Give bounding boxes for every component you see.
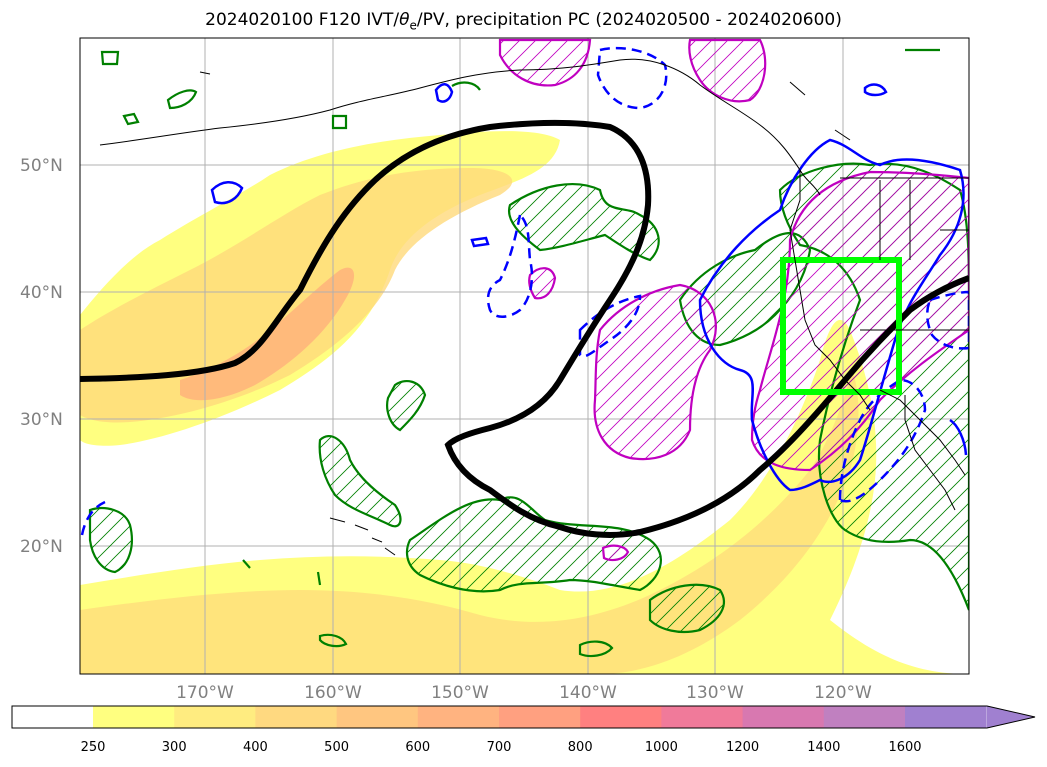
plot-area	[80, 38, 969, 674]
colorbar-segment	[823, 706, 906, 728]
magenta-small-2	[601, 544, 630, 562]
map-title: 2024020100 F120 IVT/θe/PV, precipitation…	[205, 10, 842, 33]
colorbar-tick-label: 500	[324, 740, 349, 755]
colorbar-segment	[93, 706, 175, 728]
pv-contour	[80, 119, 969, 538]
colorbar-tick-label: 1000	[645, 740, 678, 755]
colorbar-under	[12, 706, 93, 728]
colorbar-tick-label: 1600	[888, 740, 921, 755]
magenta-region-northeast	[688, 38, 767, 103]
green-region-se	[648, 583, 726, 634]
blue-dashed-north	[596, 46, 668, 110]
blue-dashed-central	[486, 212, 534, 318]
green-small-contours	[100, 48, 940, 658]
lat-label: 20°N	[20, 537, 63, 557]
colorbar: 250 300 400 500 600 700 800 1000 1200 1400 1600	[11, 705, 1036, 755]
plot-frame	[79, 37, 970, 675]
blue-small-3	[863, 83, 888, 97]
colorbar-outline	[11, 705, 1036, 729]
colorbar-tick-label: 300	[162, 740, 187, 755]
colorbar-tick-label: 1400	[807, 740, 840, 755]
colorbar-segment	[905, 706, 987, 728]
colorbar-segment	[255, 706, 338, 728]
green-region-central	[507, 183, 660, 262]
lon-label: 150°W	[431, 683, 489, 703]
lat-label: 30°N	[20, 410, 63, 430]
colorbar-segment	[742, 706, 825, 728]
coastlines	[99, 58, 969, 556]
magenta-region-north	[498, 38, 592, 87]
colorbar-tick-label: 800	[568, 740, 593, 755]
blue-small-4	[470, 236, 490, 248]
lat-label: 50°N	[20, 156, 63, 176]
colorbar-segment	[174, 706, 256, 728]
colorbar-tick-label: 1200	[726, 740, 759, 755]
colorbar-tick-label: 600	[405, 740, 430, 755]
lon-label: 130°W	[686, 683, 744, 703]
lon-label: 120°W	[814, 683, 872, 703]
blue-dashed-mid	[578, 294, 642, 358]
colorbar-segments	[93, 706, 987, 728]
colorbar-segment	[499, 706, 581, 728]
colorbar-extend-arrow	[987, 706, 1035, 728]
lon-label: 140°W	[559, 683, 617, 703]
green-region-small	[386, 380, 427, 432]
colorbar-segment	[336, 706, 419, 728]
colorbar-tick-label: 400	[243, 740, 268, 755]
blue-dashed-east	[926, 290, 969, 350]
lon-labels: 170°W 160°W 150°W 140°W 130°W 120°W	[176, 683, 872, 703]
green-region-sw	[88, 507, 133, 574]
region-box	[780, 257, 902, 395]
blue-small-5	[949, 418, 968, 456]
colorbar-segment	[580, 706, 662, 728]
colorbar-ticks: 250 300 400 500 600 700 800 1000 1200 1400 1600	[81, 740, 922, 755]
colorbar-segment	[661, 706, 744, 728]
colorbar-tick-label: 700	[487, 740, 512, 755]
green-region-south	[405, 496, 662, 593]
colorbar-segment	[417, 706, 500, 728]
lon-label: 170°W	[176, 683, 234, 703]
magenta-region-mid	[593, 283, 717, 461]
green-region-mid	[318, 435, 402, 528]
magenta-hatched-regions	[498, 38, 969, 562]
lat-labels: 50°N 40°N 30°N 20°N	[20, 156, 63, 557]
lat-label: 40°N	[20, 283, 63, 303]
blue-dashed-west	[80, 500, 106, 536]
lon-label: 160°W	[304, 683, 362, 703]
colorbar-tick-label: 250	[81, 740, 106, 755]
blue-dashed-south	[838, 378, 927, 503]
blue-small-2	[434, 83, 454, 103]
blue-small-1	[210, 181, 244, 205]
